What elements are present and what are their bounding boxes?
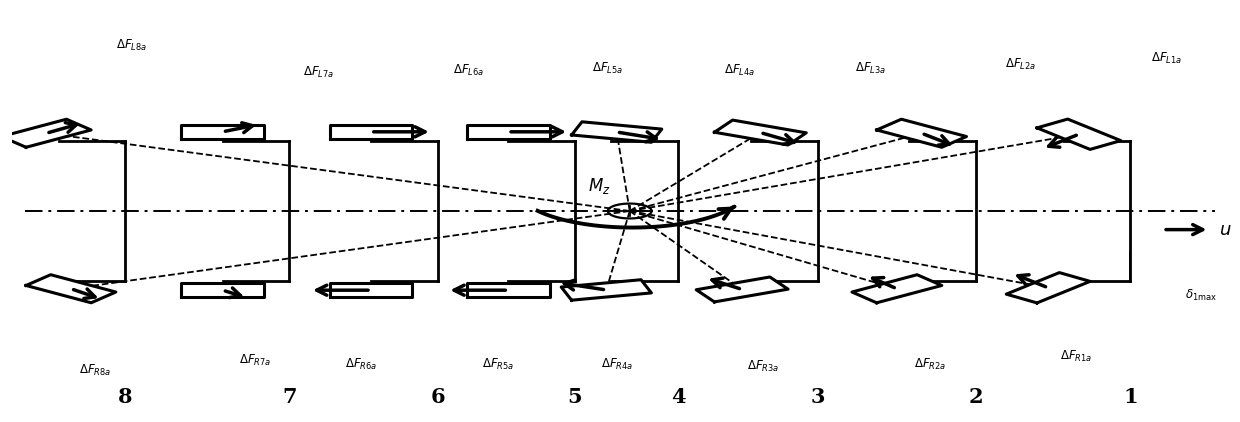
Polygon shape [330, 125, 412, 138]
Text: $u$: $u$ [1219, 221, 1231, 238]
Polygon shape [1037, 119, 1121, 149]
Polygon shape [572, 122, 662, 142]
Polygon shape [696, 277, 789, 302]
Polygon shape [852, 275, 941, 303]
Polygon shape [1007, 273, 1090, 303]
Text: 1: 1 [1123, 387, 1137, 407]
Text: $\Delta F_{L7a}$: $\Delta F_{L7a}$ [303, 65, 335, 80]
Polygon shape [1, 119, 91, 147]
Text: 2: 2 [968, 387, 983, 407]
Text: $\Delta F_{R8a}$: $\Delta F_{R8a}$ [79, 362, 112, 378]
Text: $\Delta F_{R7a}$: $\Delta F_{R7a}$ [239, 353, 272, 368]
Polygon shape [562, 280, 651, 300]
Text: $\Delta F_{L4a}$: $\Delta F_{L4a}$ [723, 63, 755, 78]
Polygon shape [467, 125, 549, 138]
Text: $\Delta F_{L2a}$: $\Delta F_{L2a}$ [1006, 57, 1037, 72]
Polygon shape [26, 275, 115, 303]
Polygon shape [714, 120, 806, 145]
Polygon shape [467, 284, 549, 297]
Text: $\Delta F_{R2a}$: $\Delta F_{R2a}$ [914, 357, 946, 371]
Text: $\Delta F_{L3a}$: $\Delta F_{L3a}$ [854, 61, 885, 76]
Polygon shape [330, 284, 412, 297]
Text: $\Delta F_{R5a}$: $\Delta F_{R5a}$ [482, 357, 515, 372]
Polygon shape [181, 284, 264, 297]
Polygon shape [181, 125, 264, 138]
Text: 5: 5 [568, 387, 583, 407]
Text: $\Delta F_{R3a}$: $\Delta F_{R3a}$ [748, 359, 780, 373]
Text: 3: 3 [811, 387, 826, 407]
Text: $\Delta F_{L6a}$: $\Delta F_{L6a}$ [453, 63, 484, 78]
Text: $\Delta F_{L5a}$: $\Delta F_{L5a}$ [593, 61, 624, 76]
Text: $\Delta F_{L1a}$: $\Delta F_{L1a}$ [1151, 51, 1183, 65]
Text: 4: 4 [671, 387, 686, 407]
Text: $\Delta F_{R1a}$: $\Delta F_{R1a}$ [1059, 349, 1092, 364]
Text: $\Delta F_{L8a}$: $\Delta F_{L8a}$ [115, 38, 148, 53]
Text: $\delta_{1\mathrm{max}}$: $\delta_{1\mathrm{max}}$ [1185, 288, 1218, 303]
Text: 7: 7 [283, 387, 296, 407]
Text: 8: 8 [118, 387, 133, 407]
Text: $\Delta F_{R4a}$: $\Delta F_{R4a}$ [601, 357, 634, 372]
Polygon shape [877, 119, 966, 147]
Text: $\Delta F_{R6a}$: $\Delta F_{R6a}$ [345, 357, 377, 372]
Text: $M_z$: $M_z$ [588, 176, 610, 196]
Text: 6: 6 [430, 387, 445, 407]
